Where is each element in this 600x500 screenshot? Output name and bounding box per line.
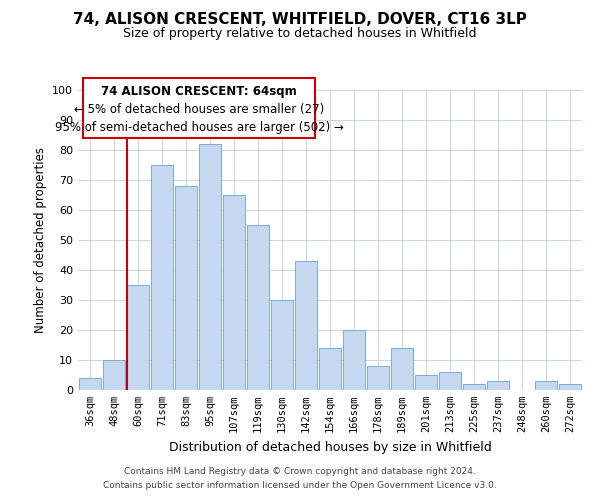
Text: Contains public sector information licensed under the Open Government Licence v3: Contains public sector information licen… bbox=[103, 481, 497, 490]
Bar bbox=[367, 366, 389, 390]
Bar bbox=[559, 384, 581, 390]
X-axis label: Distribution of detached houses by size in Whitfield: Distribution of detached houses by size … bbox=[169, 440, 491, 454]
FancyBboxPatch shape bbox=[83, 78, 315, 138]
Bar bbox=[319, 348, 341, 390]
Bar bbox=[199, 144, 221, 390]
Text: ← 5% of detached houses are smaller (27): ← 5% of detached houses are smaller (27) bbox=[74, 104, 324, 117]
Text: Size of property relative to detached houses in Whitfield: Size of property relative to detached ho… bbox=[123, 28, 477, 40]
Bar bbox=[103, 360, 125, 390]
Bar bbox=[295, 261, 317, 390]
Bar bbox=[463, 384, 485, 390]
Bar bbox=[79, 378, 101, 390]
Bar bbox=[439, 372, 461, 390]
Text: Contains HM Land Registry data © Crown copyright and database right 2024.: Contains HM Land Registry data © Crown c… bbox=[124, 467, 476, 476]
Bar bbox=[391, 348, 413, 390]
Bar bbox=[487, 381, 509, 390]
Bar bbox=[415, 375, 437, 390]
Bar bbox=[127, 285, 149, 390]
Bar bbox=[247, 225, 269, 390]
Text: 95% of semi-detached houses are larger (502) →: 95% of semi-detached houses are larger (… bbox=[55, 122, 343, 134]
Bar bbox=[223, 195, 245, 390]
Text: 74, ALISON CRESCENT, WHITFIELD, DOVER, CT16 3LP: 74, ALISON CRESCENT, WHITFIELD, DOVER, C… bbox=[73, 12, 527, 28]
Y-axis label: Number of detached properties: Number of detached properties bbox=[34, 147, 47, 333]
Bar bbox=[175, 186, 197, 390]
Bar bbox=[151, 165, 173, 390]
Bar bbox=[343, 330, 365, 390]
Text: 74 ALISON CRESCENT: 64sqm: 74 ALISON CRESCENT: 64sqm bbox=[101, 86, 297, 98]
Bar bbox=[271, 300, 293, 390]
Bar bbox=[535, 381, 557, 390]
